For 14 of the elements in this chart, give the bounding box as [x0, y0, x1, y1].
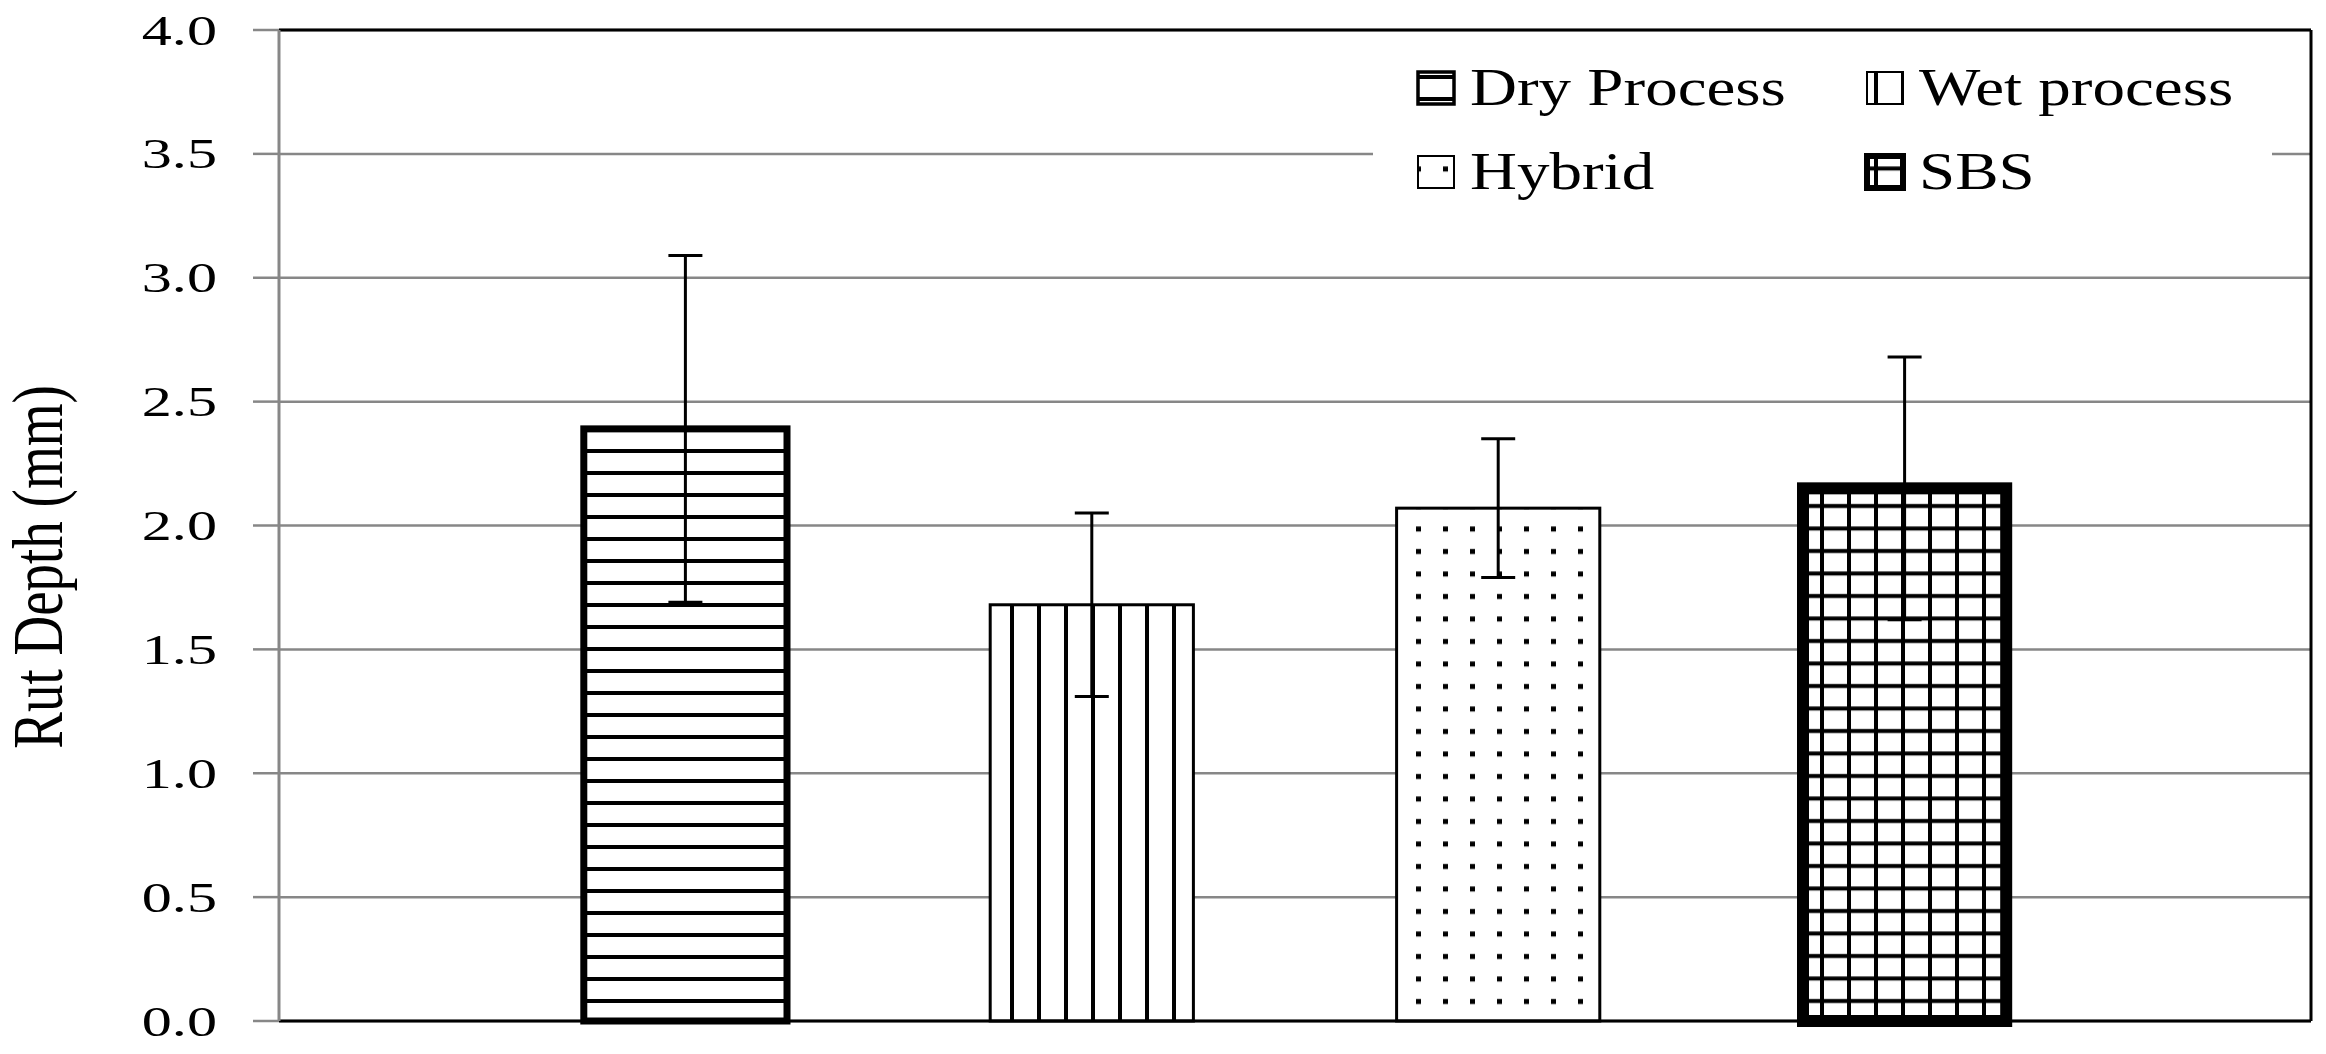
- y-tick-label: 0.0: [141, 996, 217, 1045]
- y-tick-label: 1.0: [141, 749, 217, 797]
- y-axis-title: Rut Depth (mm): [0, 385, 78, 749]
- legend-label: Hybrid: [1470, 143, 1655, 201]
- y-tick-label: 2.0: [141, 501, 217, 550]
- y-tick-label: 1.5: [141, 625, 217, 674]
- y-tick-label: 0.5: [141, 873, 217, 921]
- legend-label: SBS: [1919, 143, 2035, 201]
- y-tick-label: 3.5: [141, 129, 217, 178]
- y-tick-label: 3.0: [141, 253, 217, 302]
- legend-label: Dry Process: [1470, 59, 1786, 117]
- y-tick-label: 4.0: [141, 5, 217, 54]
- legend-label: Wet process: [1919, 59, 2234, 117]
- y-tick-label: 2.5: [141, 377, 217, 426]
